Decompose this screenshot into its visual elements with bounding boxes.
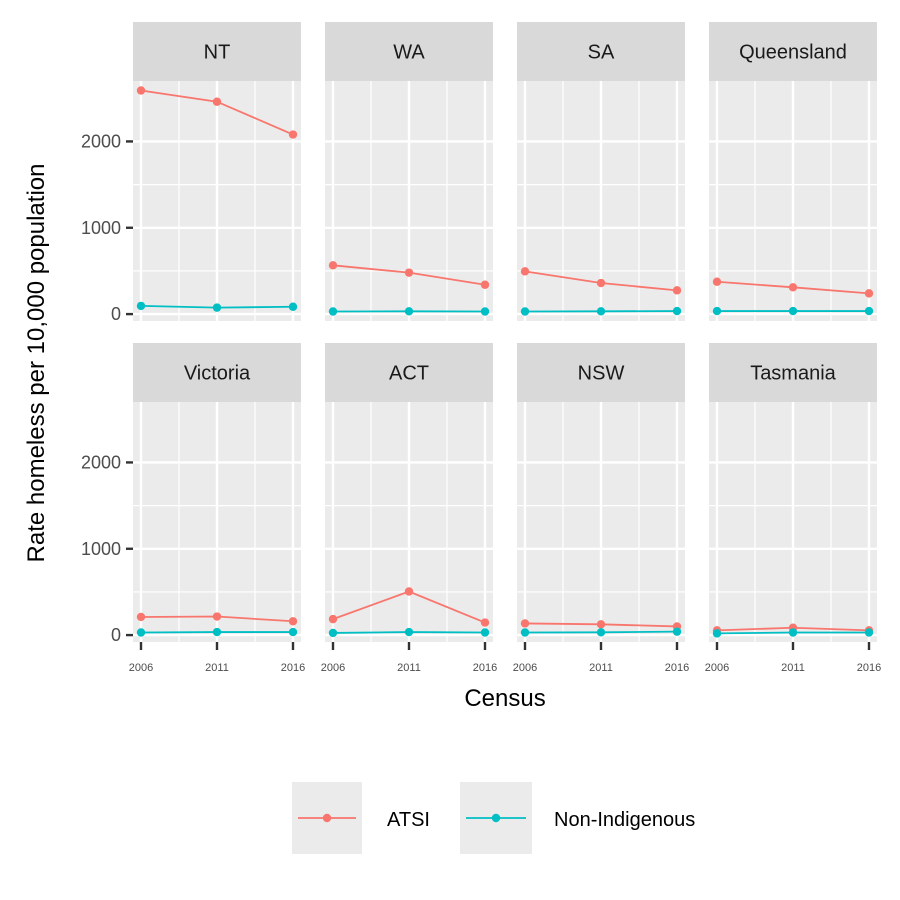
data-point-atsi bbox=[404, 587, 414, 596]
data-point-non-indigenous bbox=[328, 628, 338, 638]
y-tick-label: 1000 bbox=[81, 218, 121, 238]
facet-strip-label: Tasmania bbox=[750, 363, 836, 385]
data-point-non-indigenous bbox=[788, 306, 798, 316]
data-point-non-indigenous bbox=[520, 628, 530, 637]
data-point-non-indigenous bbox=[788, 628, 798, 637]
facet-strip bbox=[709, 22, 877, 81]
data-point-non-indigenous bbox=[288, 627, 298, 637]
data-point-non-indigenous bbox=[596, 307, 606, 316]
facet-strip-label: ACT bbox=[389, 363, 429, 385]
data-point-non-indigenous bbox=[712, 629, 722, 638]
facet-strip bbox=[325, 22, 493, 81]
data-point-non-indigenous bbox=[520, 307, 530, 316]
panels-layer: NT WA SA Queensland Victoria ACT NSW Tasmania bbox=[133, 22, 877, 642]
x-tick-label: 2016 bbox=[857, 662, 881, 674]
data-point-non-indigenous bbox=[288, 302, 298, 311]
x-axis-layer: 2006 2011 2016 2006 2011 2016 2006 2011 2016 2006… bbox=[129, 642, 881, 674]
x-tick-label: 2011 bbox=[589, 662, 613, 674]
x-tick-label: 2016 bbox=[665, 662, 689, 674]
y-axis-title: Rate homeless per 10,000 population bbox=[23, 164, 50, 563]
data-point-non-indigenous bbox=[596, 628, 606, 637]
x-tick-label: 2006 bbox=[321, 662, 345, 674]
x-axis-title: Census bbox=[464, 685, 545, 712]
data-point-atsi bbox=[596, 620, 606, 629]
data-point-non-indigenous bbox=[480, 628, 490, 637]
data-point-atsi bbox=[328, 614, 338, 624]
facet-strip-label: NT bbox=[204, 42, 231, 64]
x-tick-label: 2011 bbox=[781, 662, 805, 674]
facet-strip bbox=[133, 343, 301, 402]
facet-panel-nt: NT bbox=[133, 22, 301, 321]
data-point-atsi bbox=[672, 286, 682, 295]
data-point-non-indigenous bbox=[672, 627, 682, 636]
x-tick-label: 2011 bbox=[205, 662, 229, 674]
data-point-atsi bbox=[520, 619, 530, 628]
facet-strip-label: SA bbox=[588, 42, 615, 64]
data-point-atsi bbox=[136, 86, 146, 95]
data-point-non-indigenous bbox=[212, 303, 222, 312]
data-point-non-indigenous bbox=[404, 627, 414, 637]
facet-panel-tasmania: Tasmania bbox=[709, 343, 877, 642]
x-tick-label: 2016 bbox=[281, 662, 305, 674]
data-point-atsi bbox=[136, 612, 146, 622]
data-point-atsi bbox=[712, 277, 722, 286]
data-point-atsi bbox=[328, 261, 338, 270]
data-point-non-indigenous bbox=[672, 306, 682, 316]
y-tick-label: 2000 bbox=[81, 131, 121, 151]
facet-strip bbox=[709, 343, 877, 402]
facet-strip-label: WA bbox=[393, 42, 425, 64]
data-point-atsi bbox=[212, 97, 222, 106]
data-point-non-indigenous bbox=[712, 306, 722, 316]
data-point-atsi bbox=[596, 278, 606, 288]
data-point-non-indigenous bbox=[480, 307, 490, 316]
y-tick-label: 0 bbox=[111, 625, 121, 645]
facet-strip-label: Victoria bbox=[184, 363, 251, 385]
facet-panel-victoria: Victoria bbox=[133, 343, 301, 642]
data-point-non-indigenous bbox=[136, 628, 146, 637]
data-point-atsi bbox=[480, 280, 490, 289]
facet-panel-sa: SA bbox=[517, 22, 685, 321]
legend-label: ATSI bbox=[387, 809, 430, 831]
facet-panel-queensland: Queensland bbox=[709, 22, 877, 321]
legend-item-atsi: ATSI bbox=[292, 782, 430, 854]
facet-strip bbox=[517, 22, 685, 81]
x-tick-label: 2006 bbox=[513, 662, 537, 674]
facet-panel-nsw: NSW bbox=[517, 343, 685, 642]
data-point-atsi bbox=[404, 268, 414, 277]
x-tick-label: 2006 bbox=[705, 662, 729, 674]
data-point-atsi bbox=[520, 267, 530, 276]
data-point-atsi bbox=[788, 283, 798, 292]
facet-strip bbox=[517, 343, 685, 402]
legend-item-non-indigenous: Non-Indigenous bbox=[460, 782, 695, 854]
data-point-atsi bbox=[864, 289, 874, 298]
facet-panel-wa: WA bbox=[325, 22, 493, 321]
data-point-atsi bbox=[288, 617, 298, 626]
data-point-atsi bbox=[288, 130, 298, 139]
x-tick-label: 2011 bbox=[397, 662, 421, 674]
legend: ATSI Non-Indigenous bbox=[292, 782, 695, 854]
facet-strip-label: NSW bbox=[578, 363, 625, 385]
facet-strip bbox=[325, 343, 493, 402]
x-tick-label: 2006 bbox=[129, 662, 153, 674]
data-point-non-indigenous bbox=[212, 627, 222, 637]
y-tick-label: 0 bbox=[111, 304, 121, 324]
y-axis-layer: 0 1000 2000 0 1000 2000 bbox=[81, 131, 133, 645]
legend-key-point bbox=[322, 813, 332, 823]
data-point-atsi bbox=[212, 612, 222, 621]
data-point-non-indigenous bbox=[864, 628, 874, 637]
data-point-non-indigenous bbox=[328, 307, 338, 316]
facet-panel-act: ACT bbox=[325, 343, 493, 642]
y-tick-label: 2000 bbox=[81, 452, 121, 472]
data-point-non-indigenous bbox=[404, 307, 414, 316]
legend-key-point bbox=[491, 813, 501, 823]
data-point-non-indigenous bbox=[136, 301, 146, 311]
x-tick-label: 2016 bbox=[473, 662, 497, 674]
legend-label: Non-Indigenous bbox=[554, 809, 695, 831]
data-point-atsi bbox=[480, 618, 490, 627]
facet-strip-label: Queensland bbox=[739, 42, 847, 64]
data-point-non-indigenous bbox=[864, 306, 874, 316]
y-tick-label: 1000 bbox=[81, 539, 121, 559]
facet-strip bbox=[133, 22, 301, 81]
